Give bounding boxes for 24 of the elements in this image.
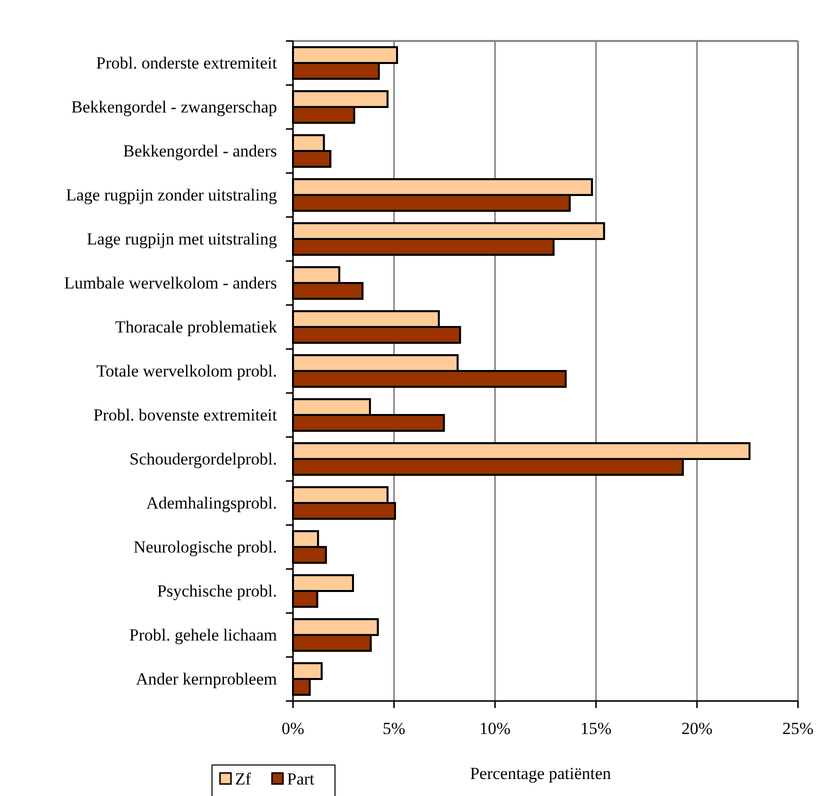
x-tick-label: 25% xyxy=(782,719,814,738)
y-tick-label: Probl. onderste extremiteit xyxy=(96,54,278,72)
x-tick-label: 0% xyxy=(282,719,304,738)
legend-label: Part xyxy=(287,770,315,788)
y-tick-label: Ademhalingsprobl. xyxy=(146,494,277,512)
y-tick-label: Probl. gehele lichaam xyxy=(129,626,277,644)
y-tick-label: Bekkengordel - zwangerschap xyxy=(71,98,277,116)
y-tick-label: Probl. bovenste extremiteit xyxy=(93,406,278,424)
y-tick-label: Bekkengordel - anders xyxy=(123,142,277,160)
x-tick-label: 15% xyxy=(580,719,612,738)
y-tick-label: Thoracale problematiek xyxy=(115,318,278,336)
y-tick-label: Schoudergordelprobl. xyxy=(130,450,277,468)
y-tick-label: Totale wervelkolom probl. xyxy=(96,362,277,380)
y-tick-label: Psychische probl. xyxy=(157,582,277,600)
y-tick-label: Lumbale wervelkolom - anders xyxy=(64,274,277,292)
y-tick-label: Ander kernprobleem xyxy=(136,670,277,688)
x-tick-label: 20% xyxy=(681,719,713,738)
y-tick-label: Lage rugpijn zonder uitstraling xyxy=(66,186,278,204)
x-tick-label: 5% xyxy=(382,719,406,738)
y-tick-label: Lage rugpijn met uitstraling xyxy=(86,230,278,248)
x-axis-title: Percentage patiënten xyxy=(470,764,612,783)
legend-label: Zf xyxy=(235,770,252,788)
y-tick-label: Neurologische probl. xyxy=(133,538,277,556)
x-tick-label: 10% xyxy=(479,719,511,738)
